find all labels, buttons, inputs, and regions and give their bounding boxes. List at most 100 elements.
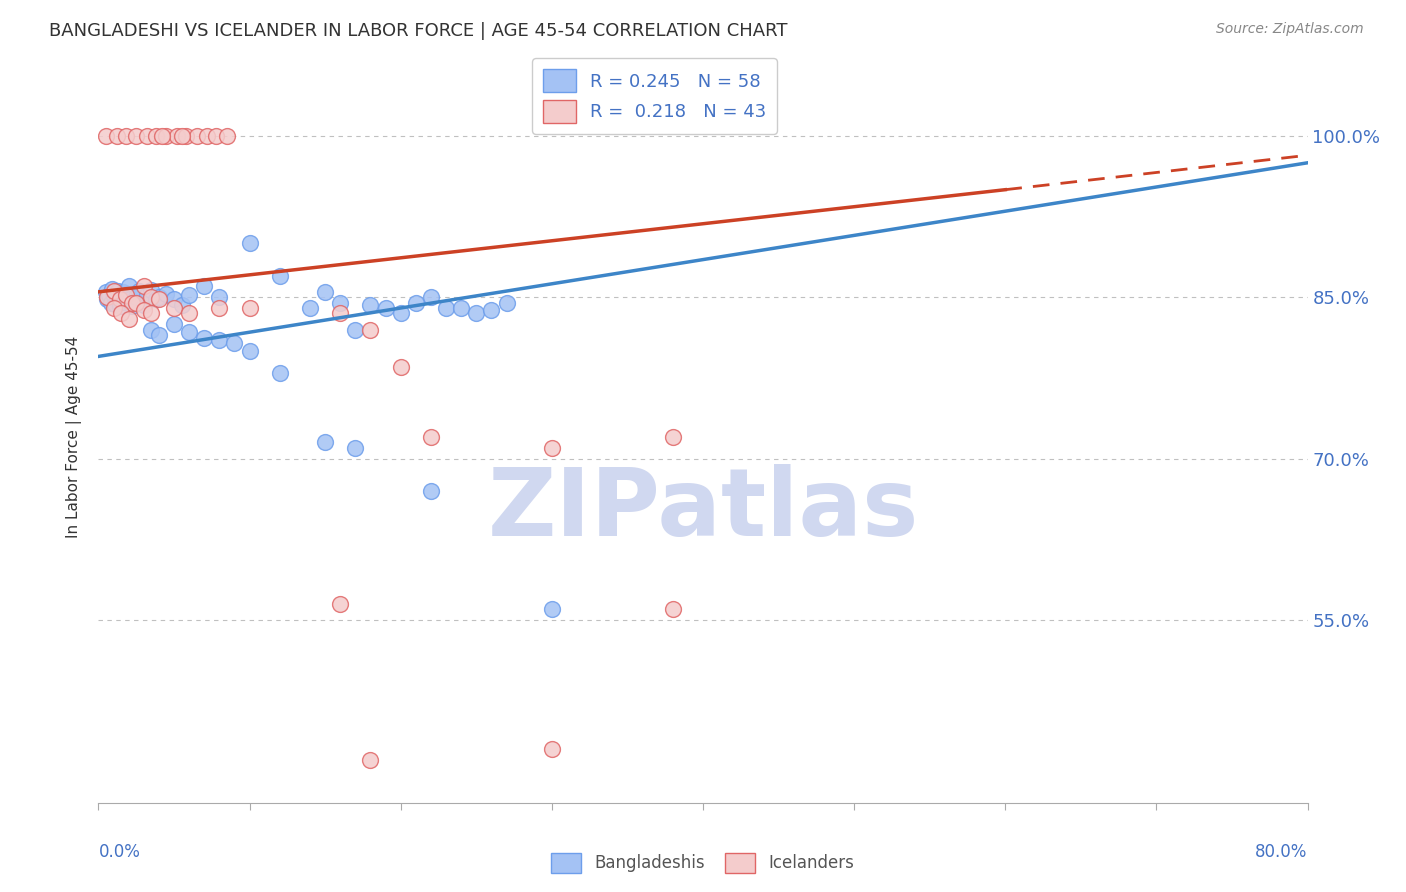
Point [195, 128, 218, 143]
Text: Source: ZipAtlas.com: Source: ZipAtlas.com [1216, 22, 1364, 37]
Text: ZIPatlas: ZIPatlas [488, 464, 918, 557]
Point [170, 128, 193, 143]
Point [118, 279, 141, 293]
Point [405, 295, 427, 310]
Point [103, 301, 125, 315]
Point [98, 288, 121, 302]
Point [434, 301, 457, 315]
Point [125, 290, 148, 304]
Legend: Bangladeshis, Icelanders: Bangladeshis, Icelanders [544, 847, 862, 880]
Point [110, 306, 132, 320]
Point [170, 298, 193, 312]
Point [132, 279, 155, 293]
Point [179, 288, 201, 302]
Point [299, 301, 322, 315]
Point [112, 294, 135, 309]
Point [215, 128, 238, 143]
Point [111, 285, 134, 299]
Point [224, 336, 246, 351]
Point [145, 128, 167, 143]
Point [208, 290, 231, 304]
Point [155, 287, 177, 301]
Point [208, 301, 231, 315]
Point [420, 290, 443, 304]
Point [141, 322, 163, 336]
Legend: R = 0.245   N = 58, R =  0.218   N = 43: R = 0.245 N = 58, R = 0.218 N = 43 [533, 59, 778, 134]
Point [344, 441, 367, 455]
Point [141, 290, 163, 304]
Point [329, 295, 352, 310]
Point [103, 284, 125, 298]
Point [661, 430, 683, 444]
Point [141, 306, 163, 320]
Text: 0.0%: 0.0% [98, 843, 141, 861]
Point [114, 287, 136, 301]
Point [360, 753, 382, 767]
Point [135, 128, 157, 143]
Point [314, 285, 336, 299]
Point [118, 311, 141, 326]
Point [148, 290, 170, 304]
Y-axis label: In Labor Force | Age 45-54: In Labor Force | Age 45-54 [66, 336, 83, 538]
Point [121, 299, 143, 313]
Point [155, 128, 177, 143]
Point [540, 742, 562, 756]
Point [105, 290, 128, 304]
Text: BANGLADESHI VS ICELANDER IN LABOR FORCE | AGE 45-54 CORRELATION CHART: BANGLADESHI VS ICELANDER IN LABOR FORCE … [49, 22, 787, 40]
Point [135, 288, 157, 302]
Point [132, 303, 155, 318]
Point [128, 284, 150, 298]
Point [166, 128, 188, 143]
Point [540, 441, 562, 455]
Point [360, 322, 382, 336]
Point [163, 317, 186, 331]
Point [374, 301, 396, 315]
Point [481, 303, 503, 318]
Point [205, 128, 228, 143]
Point [174, 128, 197, 143]
Point [269, 268, 291, 283]
Point [420, 430, 443, 444]
Point [239, 236, 262, 251]
Point [107, 284, 129, 298]
Point [186, 128, 208, 143]
Point [125, 295, 148, 310]
Point [163, 293, 186, 307]
Point [121, 295, 143, 310]
Point [150, 128, 173, 143]
Point [329, 306, 352, 320]
Point [96, 293, 118, 307]
Point [94, 285, 117, 299]
Point [540, 602, 562, 616]
Point [103, 289, 125, 303]
Point [269, 366, 291, 380]
Point [94, 128, 117, 143]
Point [450, 301, 472, 315]
Point [141, 283, 163, 297]
Point [148, 293, 170, 307]
Point [420, 483, 443, 498]
Point [110, 291, 132, 305]
Point [465, 306, 488, 320]
Point [193, 331, 215, 345]
Point [239, 344, 262, 359]
Point [329, 597, 352, 611]
Point [389, 360, 412, 375]
Point [145, 293, 167, 307]
Point [108, 293, 131, 307]
Point [314, 435, 336, 450]
Point [344, 322, 367, 336]
Point [100, 295, 122, 310]
Point [125, 128, 148, 143]
Point [114, 128, 136, 143]
Text: 80.0%: 80.0% [1256, 843, 1308, 861]
Point [120, 293, 142, 307]
Point [148, 327, 170, 342]
Point [101, 282, 124, 296]
Point [389, 306, 412, 320]
Point [132, 298, 155, 312]
Point [104, 296, 127, 310]
Point [108, 299, 131, 313]
Point [179, 325, 201, 339]
Point [163, 301, 186, 315]
